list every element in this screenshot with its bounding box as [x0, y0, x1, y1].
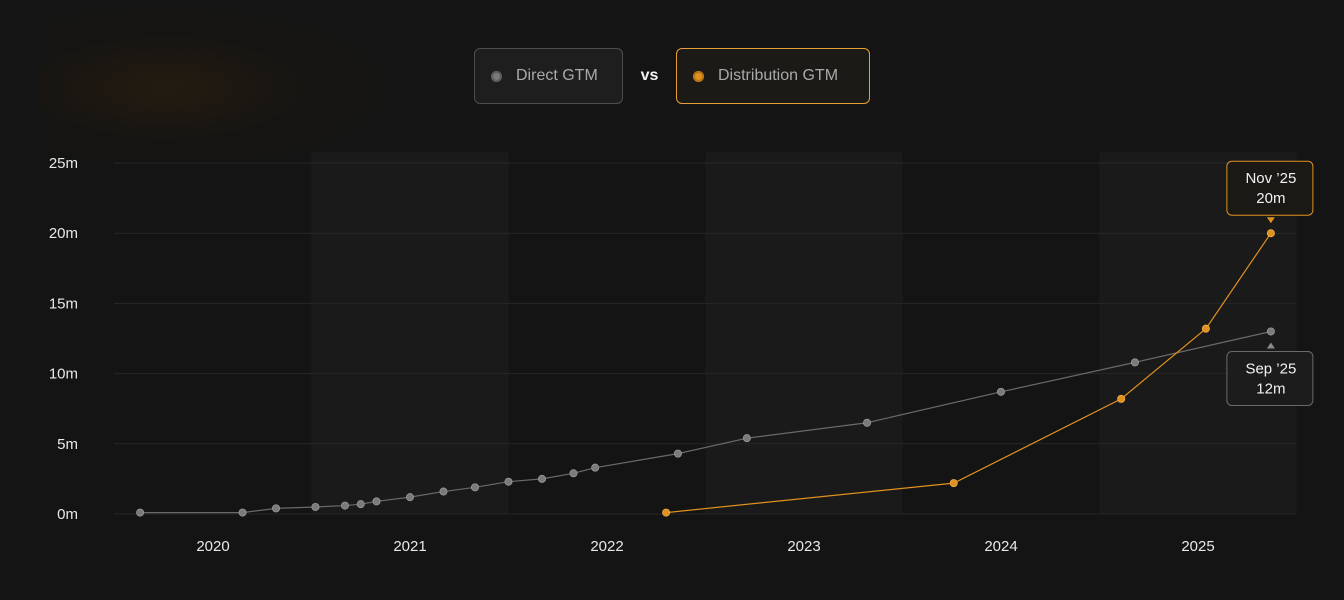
direct-gtm-label: Direct GTM: [516, 67, 598, 84]
tooltip-pointer: [1266, 342, 1275, 349]
direct-gtm-point: [439, 487, 448, 496]
tooltip-value: 20m: [1256, 190, 1285, 207]
direct-gtm-point: [471, 483, 480, 492]
y-tick-label: 0m: [57, 506, 78, 523]
direct-gtm-point: [356, 500, 365, 509]
x-tick-label: 2022: [590, 538, 623, 555]
direct-gtm-point: [136, 508, 145, 517]
distribution-gtm-point: [1117, 394, 1126, 403]
distribution-gtm-point: [1201, 324, 1210, 333]
direct-gtm-toggle[interactable]: Direct GTM: [474, 48, 623, 104]
x-tick-label: 2024: [984, 538, 1017, 555]
direct-gtm-line: [140, 330, 1272, 514]
y-tick-label: 10m: [49, 366, 78, 383]
year-band-2021: [311, 152, 509, 514]
year-band-2023: [705, 152, 903, 514]
direct-gtm-point: [405, 493, 414, 502]
series-toggle: Direct GTM vs Distribution GTM: [474, 48, 870, 104]
direct-gtm-point: [537, 474, 546, 483]
direct-gtm-point: [591, 463, 600, 472]
distribution-gtm-point: [949, 479, 958, 488]
direct-gtm-point: [372, 497, 381, 506]
vs-label: vs: [640, 67, 659, 84]
direct-gtm-point: [863, 418, 872, 427]
x-tick-label: 2021: [393, 538, 426, 555]
distribution-gtm-dot-icon: [693, 70, 704, 82]
y-tick-label: 5m: [57, 436, 78, 453]
tooltip-date: Sep ’25: [1245, 360, 1296, 377]
distribution-gtm-label: Distribution GTM: [718, 67, 839, 84]
direct-gtm-point: [238, 508, 247, 517]
x-tick-label: 2023: [787, 538, 820, 555]
y-tick-label: 25m: [49, 155, 78, 172]
direct-gtm-point: [569, 469, 578, 478]
direct-gtm-point: [742, 434, 751, 443]
y-tick-label: 20m: [49, 225, 78, 242]
tooltip-distribution: Nov ’25 20m: [1226, 160, 1314, 224]
y-tick-label: 15m: [49, 295, 78, 312]
x-tick-label: 2020: [196, 538, 229, 555]
direct-gtm-point: [997, 387, 1006, 396]
direct-gtm-point: [673, 449, 682, 458]
direct-gtm-point: [311, 502, 320, 511]
direct-gtm-point: [504, 477, 513, 486]
tooltip-pointer: [1266, 217, 1275, 224]
distribution-gtm-point: [662, 508, 671, 517]
x-tick-label: 2025: [1181, 538, 1214, 555]
direct-gtm-point: [1130, 358, 1139, 367]
distribution-gtm-point: [1266, 229, 1275, 238]
tooltip-box: [1226, 160, 1314, 216]
direct-gtm-point: [340, 501, 349, 510]
tooltip-box: [1226, 350, 1314, 406]
tooltip-direct: Sep ’25 12m: [1226, 342, 1314, 406]
direct-gtm-point: [272, 504, 281, 513]
tooltip-value: 12m: [1256, 380, 1285, 397]
distribution-gtm-toggle[interactable]: Distribution GTM: [676, 48, 870, 104]
direct-gtm-dot-icon: [491, 70, 502, 82]
tooltip-date: Nov ’25: [1245, 170, 1296, 187]
direct-gtm-point: [1266, 327, 1275, 336]
